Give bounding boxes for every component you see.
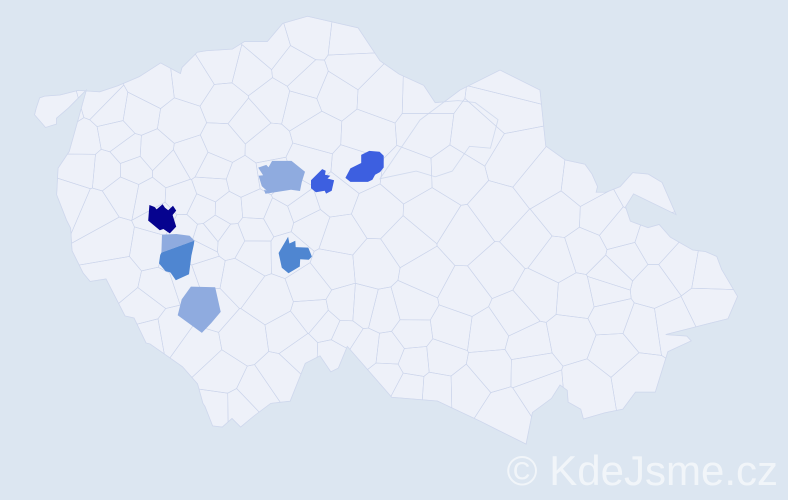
svg-text:© KdeJsme.cz: © KdeJsme.cz xyxy=(507,447,778,494)
